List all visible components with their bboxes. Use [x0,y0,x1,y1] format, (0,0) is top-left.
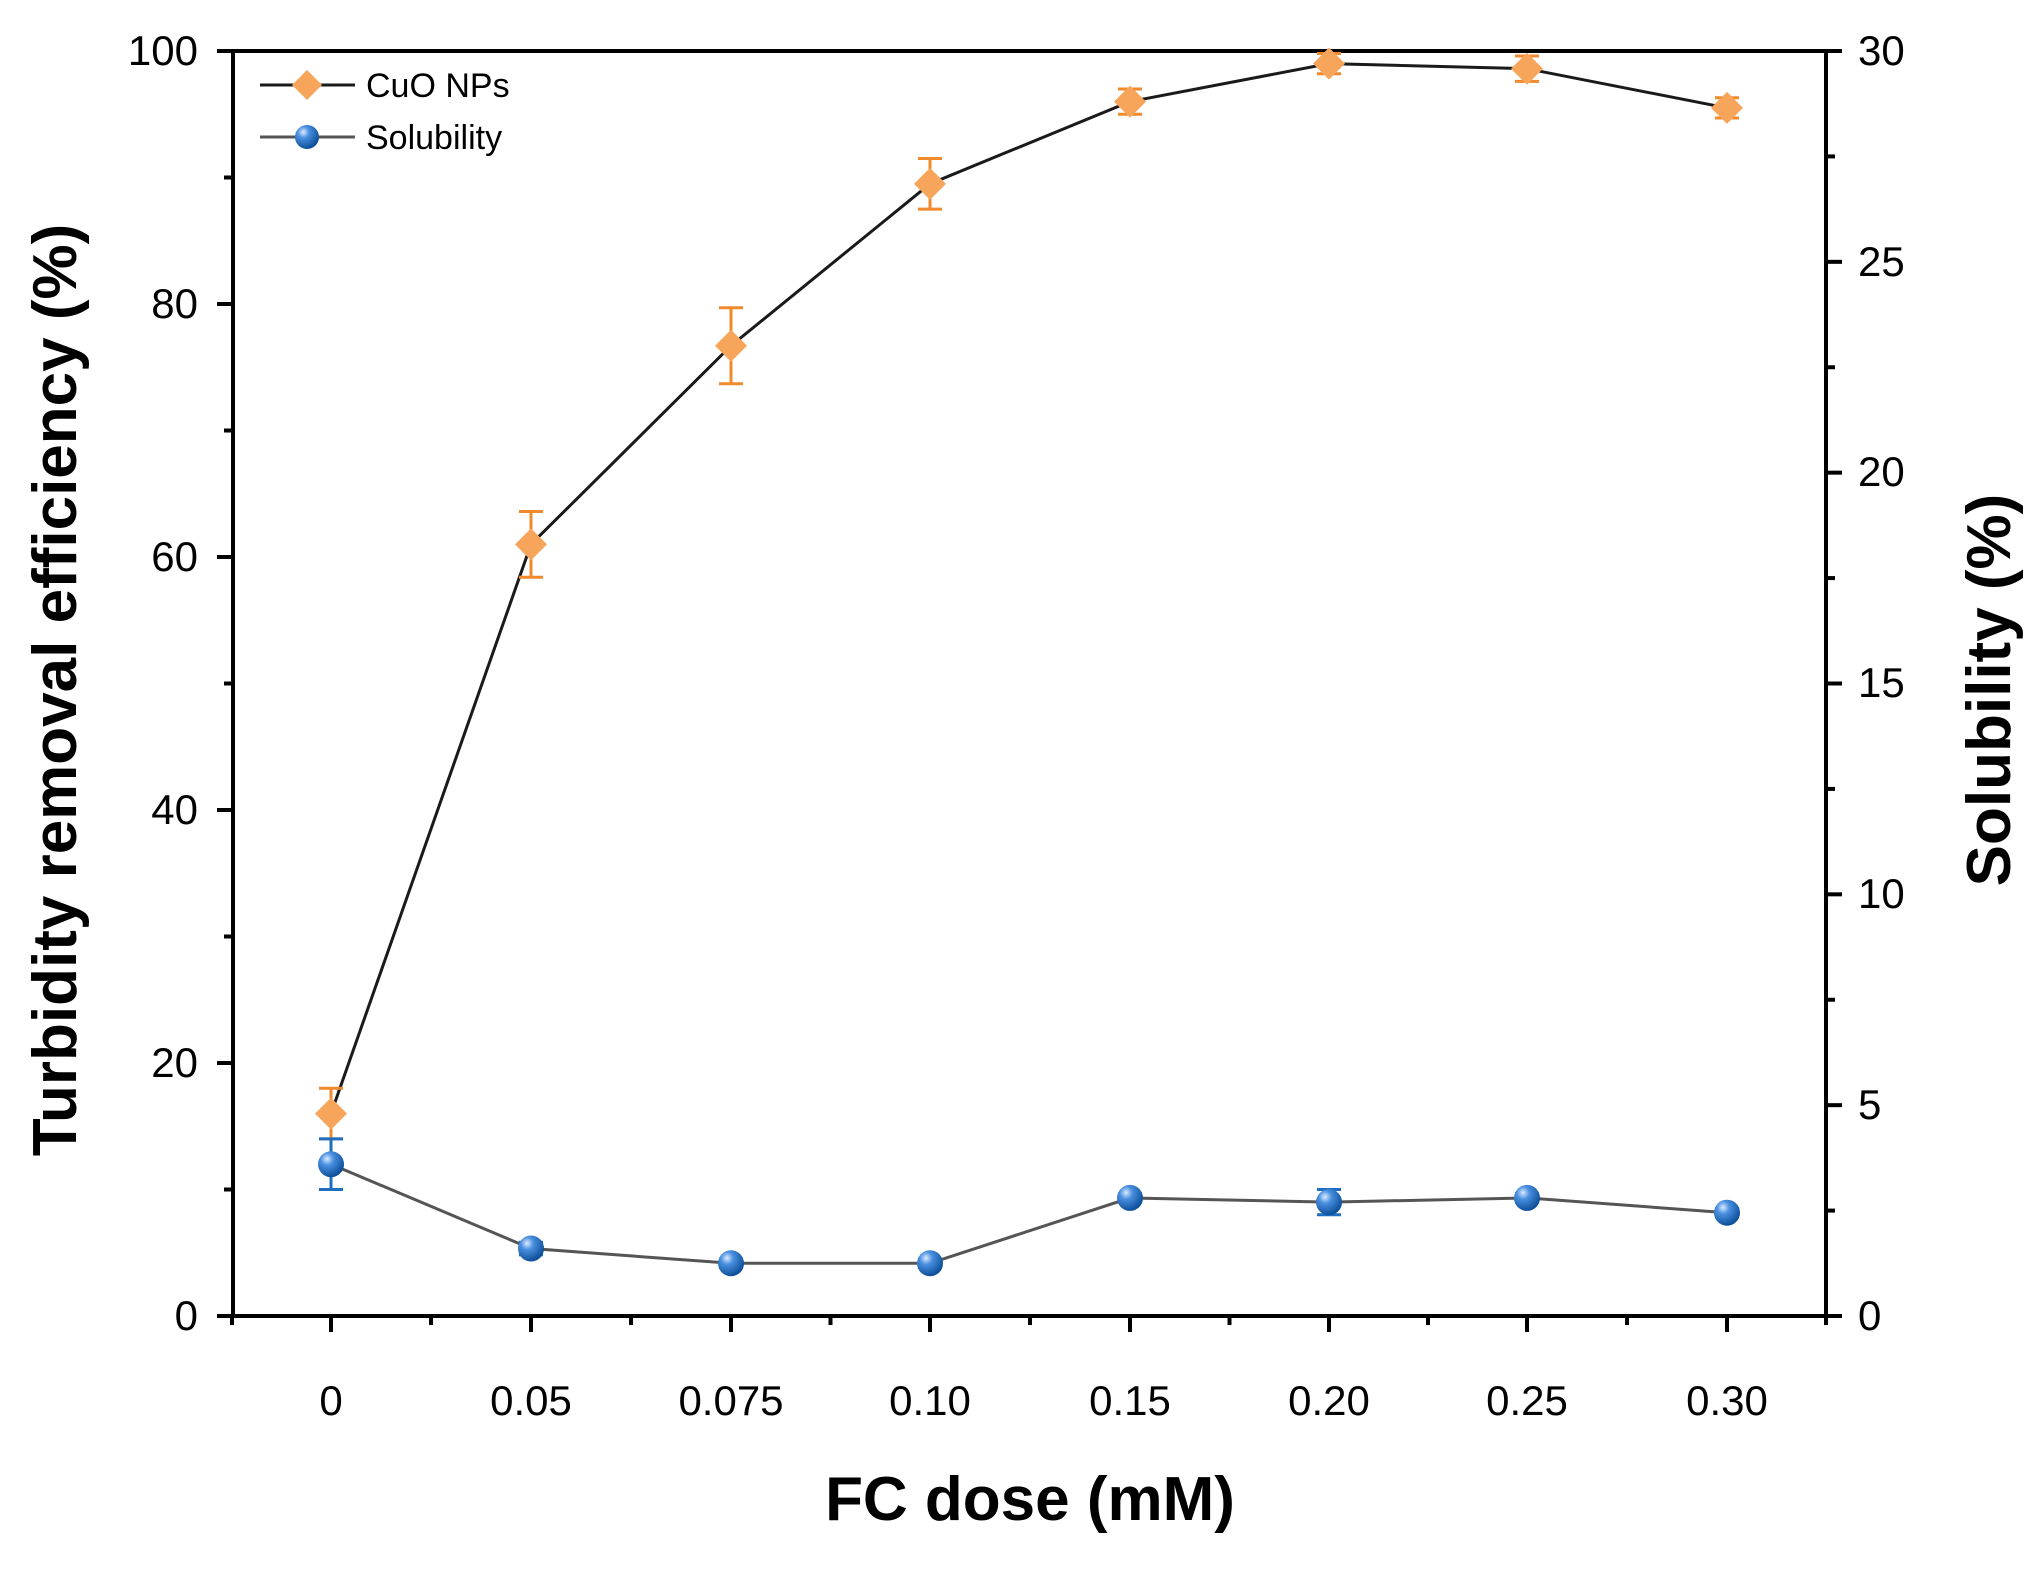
x-tick-label: 0 [319,1377,342,1424]
x-tick-label: 0.25 [1486,1377,1568,1424]
data-point-circle [518,1235,544,1262]
left-y-tick-label: 40 [151,786,198,833]
data-point-circle [1714,1199,1740,1226]
data-point-circle [718,1250,744,1277]
left-y-tick-label: 100 [128,27,198,74]
data-point-diamond [1511,52,1543,85]
x-tick-label: 0.30 [1686,1377,1768,1424]
x-tick-label: 0.10 [889,1377,971,1424]
data-point-diamond [1313,47,1345,80]
left-y-tick-label: 80 [151,280,198,327]
left-y-tick-label: 20 [151,1039,198,1086]
axis-ticks [217,49,1842,1332]
left-y-axis-title: Turbidity removal efficiency (%) [21,224,90,1157]
data-point-circle [917,1250,943,1277]
legend-circle-icon [295,125,319,149]
legend-label-solubility: Solubility [366,119,502,157]
x-tick-label: 0.075 [678,1377,783,1424]
data-point-diamond [1114,85,1146,118]
series-cuo-nps [315,47,1743,1141]
right-y-tick-label: 0 [1858,1292,1881,1339]
data-point-diamond [914,167,946,200]
right-y-axis-title: Solubility (%) [1955,494,2024,887]
left-y-tick-labels: 0 20 40 60 80 100 [128,27,198,1339]
left-y-tick-label: 60 [151,533,198,580]
data-point-diamond [1711,91,1743,124]
data-point-diamond [315,1097,347,1130]
series-line [330,1162,1728,1265]
series-solubility [318,1137,1740,1277]
right-y-tick-label: 30 [1858,27,1905,74]
right-y-tick-label: 15 [1858,659,1905,706]
x-tick-label: 0.05 [490,1377,572,1424]
series-line [329,62,1728,1115]
legend-label-cuo: CuO NPs [366,67,510,105]
data-point-circle [1316,1189,1342,1216]
data-point-circle [1117,1184,1143,1211]
x-tick-label: 0.15 [1089,1377,1171,1424]
series-layer [315,47,1743,1277]
x-tick-label: 0.20 [1288,1377,1370,1424]
x-tick-labels: 0 0.05 0.075 0.10 0.15 0.20 0.25 0.30 [319,1377,1768,1424]
plot-frame [231,49,1828,1318]
right-y-tick-label: 25 [1858,238,1905,285]
right-y-tick-label: 20 [1858,448,1905,495]
right-y-tick-label: 10 [1858,870,1905,917]
right-y-tick-label: 5 [1858,1081,1881,1128]
left-y-tick-label: 0 [175,1292,198,1339]
x-axis-title: FC dose (mM) [825,1465,1235,1534]
right-y-tick-labels: 0 5 10 15 20 25 30 [1858,27,1905,1339]
data-point-circle [1514,1184,1540,1211]
data-point-diamond [715,329,747,362]
legend: CuO NPs Solubility [260,67,510,157]
data-point-diamond [515,528,547,561]
data-point-circle [318,1151,344,1178]
legend-diamond-icon [292,70,322,100]
